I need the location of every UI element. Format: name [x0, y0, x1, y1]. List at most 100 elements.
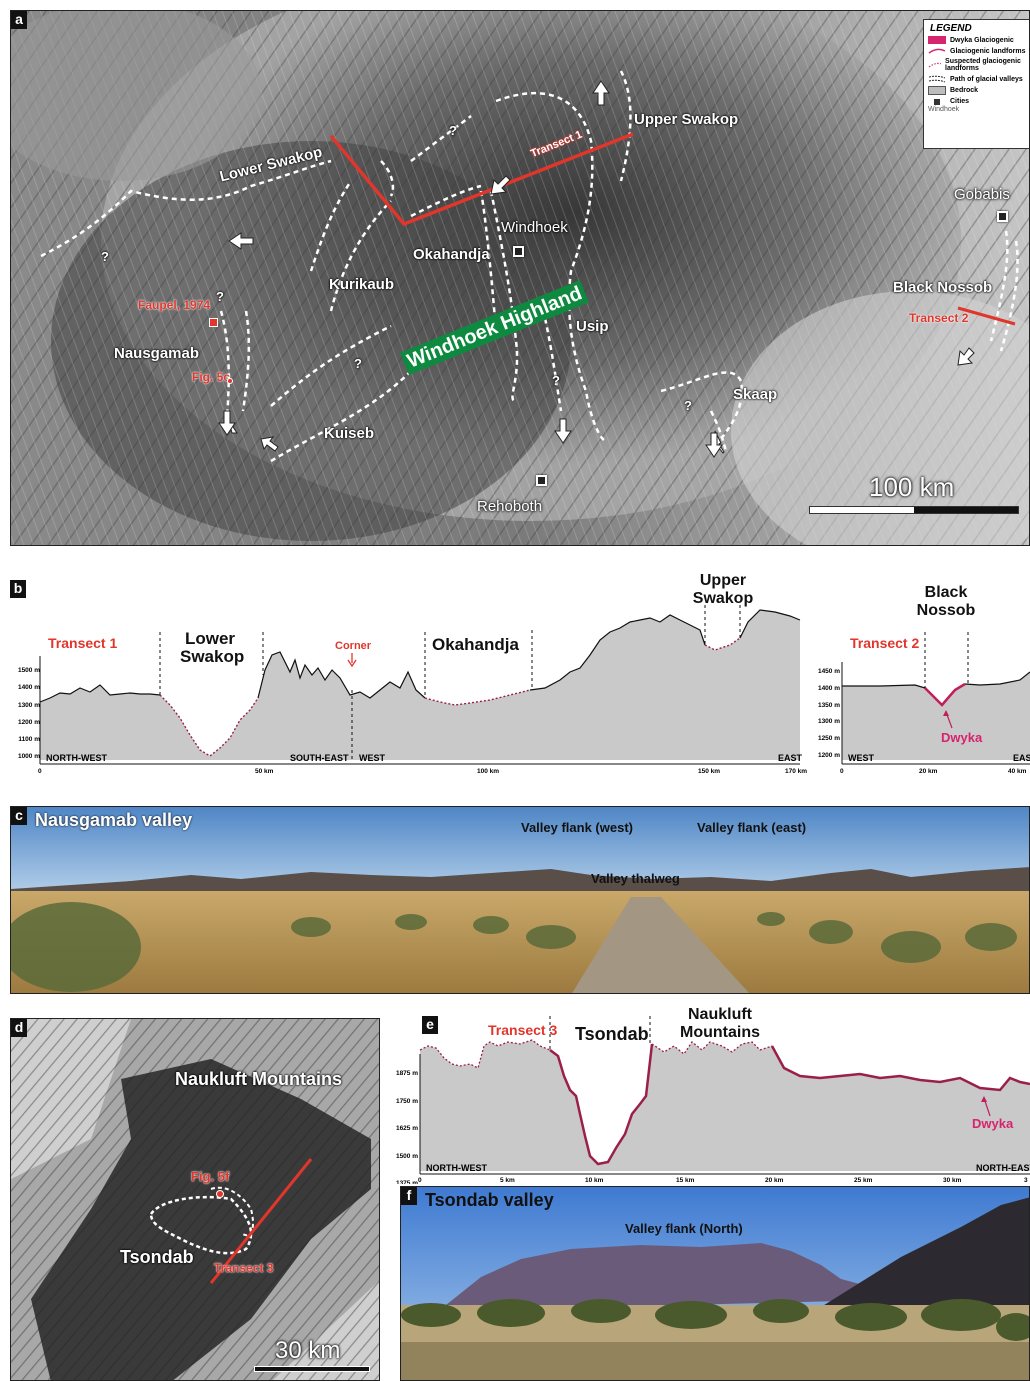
- t3-x-tick: 0: [418, 1177, 422, 1184]
- dwyka-swatch: [928, 36, 946, 44]
- transect-3-profile-dotted: [419, 1039, 773, 1069]
- corner-arrow-icon: [347, 653, 357, 667]
- question-mark: ?: [216, 289, 224, 304]
- label-upper-swakop: Upper Swakop: [634, 111, 739, 128]
- t3-dir-northeast: NORTH-EAST: [976, 1163, 1030, 1173]
- panel-b-profiles: b Transect 1 Lower Swakop Corner Okahand…: [0, 560, 1030, 800]
- legend-item-suspected: Suspected glaciogenic landforms: [928, 58, 1026, 72]
- panel-c-photo: c Nausgamab valley Valley flank (west) V…: [10, 806, 1030, 994]
- t2-dir-west: WEST: [848, 753, 874, 763]
- legend-item-dwyka: Dwyka Glaciogenic: [928, 36, 1026, 44]
- pink-line-symbol: [928, 48, 946, 54]
- label-okahandja: Okahandja: [413, 246, 490, 263]
- segment-naukluft-mountains: Naukluft Mountains: [680, 1006, 760, 1041]
- scale-bar-d: [254, 1366, 370, 1372]
- label-valley-flank-north: Valley flank (North): [625, 1221, 743, 1236]
- t1-x-tick: 50 km: [255, 768, 274, 775]
- transect-3-profile-chart: [419, 1016, 1030, 1175]
- map-a-background: [11, 11, 1029, 545]
- scale-bar-a-label: 100 km: [869, 472, 955, 502]
- legend-item-cities: Cities: [928, 98, 1026, 105]
- t3-dwyka-label: Dwyka: [972, 1116, 1014, 1131]
- label-valley-flank-east: Valley flank (east): [697, 820, 807, 835]
- t1-dir-northwest: NORTH-WEST: [46, 753, 107, 763]
- label-valley-flank-west: Valley flank (west): [521, 820, 633, 835]
- label-fig-5f: Fig. 5f: [191, 1169, 230, 1184]
- panel-f-title: Tsondab valley: [425, 1190, 554, 1210]
- t2-x-tick: 0: [840, 768, 844, 775]
- legend-item-paths: Path of glacial valleys: [928, 75, 1026, 83]
- panel-e-profile: e Transect 3 Tsondab Naukluft Mountains …: [380, 1006, 1030, 1184]
- t3-dir-northwest: NORTH-WEST: [426, 1163, 487, 1173]
- label-faupel-1974: Faupel, 1974: [138, 298, 211, 312]
- profile-chart-transect-1-2: [39, 605, 1030, 765]
- t3-x-tick: 10 km: [585, 1177, 604, 1184]
- label-transect-3: Transect 3: [214, 1261, 274, 1275]
- label-transect-2: Transect 2: [909, 311, 969, 325]
- legend-item-landforms: Glaciogenic landforms: [928, 47, 1026, 55]
- segment-tsondab: Tsondab: [575, 1024, 649, 1044]
- t3-x-tick: 5 km: [500, 1177, 515, 1184]
- t2-x-tick: 20 km: [919, 768, 938, 775]
- transect-3-title: Transect 3: [488, 1022, 558, 1038]
- question-mark: ?: [354, 356, 362, 371]
- transect-1-line: [329, 132, 634, 227]
- legend-box: LEGEND Dwyka Glaciogenic Glaciogenic lan…: [923, 19, 1029, 149]
- label-skaap: Skaap: [733, 386, 778, 403]
- t2-y-ticks: 1450 m 1400 m 1350 m 1300 m 1250 m 1200 …: [817, 668, 840, 759]
- city-gobabis-marker: [997, 211, 1008, 222]
- bedrock-swatch: [928, 86, 946, 95]
- city-symbol: [934, 98, 940, 105]
- t1-y-ticks: 1500 m 1400 m 1300 m 1200 m 1100 m 1000 …: [17, 667, 40, 761]
- transect-1-profile-line: [39, 609, 801, 703]
- label-nausgamab: Nausgamab: [114, 345, 200, 362]
- transect-2-line: [957, 306, 1016, 326]
- city-windhoek-marker: [513, 246, 524, 257]
- transect-1-dwyka-dotted: [159, 637, 741, 757]
- label-black-nossob: Black Nossob: [893, 279, 993, 296]
- panel-a-letter: a: [11, 11, 27, 29]
- city-rehoboth-label: Rehoboth: [477, 498, 543, 515]
- t3-x-tick: 3: [1024, 1177, 1028, 1184]
- label-kurikaub: Kurikaub: [329, 276, 395, 293]
- panel-d-letter: d: [11, 1019, 27, 1037]
- question-mark: ?: [101, 249, 109, 264]
- legend-item-bedrock: Bedrock: [928, 86, 1026, 95]
- t3-x-tick: 15 km: [676, 1177, 695, 1184]
- transect-1-profile-area: [40, 610, 800, 760]
- transect-2-dwyka-line: [924, 682, 966, 707]
- label-kuiseb: Kuiseb: [324, 425, 375, 442]
- t3-y-ticks: 1875 m 1750 m 1625 m 1500 m 1375 m: [395, 1070, 418, 1184]
- pink-dotted-symbol: [928, 62, 942, 68]
- scale-bar-d-label: 30 km: [275, 1337, 341, 1364]
- label-usip: Usip: [576, 318, 609, 335]
- dashed-path-symbol: [928, 75, 946, 83]
- t1-x-tick: 170 km: [785, 768, 808, 775]
- t2-dir-east: EAST: [1013, 753, 1030, 763]
- t2-x-tick: 40 km: [1008, 768, 1027, 775]
- transect-3-profile-area: [420, 1040, 1030, 1171]
- faupel-marker: [209, 318, 218, 327]
- t2-dwyka-label: Dwyka: [941, 730, 983, 745]
- label-fig-5c: Fig. 5c: [192, 370, 231, 384]
- t3-x-tick: 20 km: [765, 1177, 784, 1184]
- t1-x-tick: 150 km: [698, 768, 721, 775]
- t3-x-tick: 25 km: [854, 1177, 873, 1184]
- fig-5c-marker: [227, 378, 233, 384]
- label-naukluft-mountains: Naukluft Mountains: [175, 1069, 342, 1089]
- panel-e-letter: e: [422, 1016, 438, 1034]
- t1-dir-west: WEST: [359, 753, 385, 763]
- transect-2-profile-line: [842, 671, 1030, 689]
- t1-x-tick: 100 km: [477, 768, 500, 775]
- panel-f-photo: f Tsondab valley Valley flank (North): [400, 1186, 1030, 1381]
- transect-3-profile-dwyka: [549, 1043, 1030, 1166]
- segment-lower-swakop: Lower Swakop: [180, 629, 245, 666]
- t1-x-tick: 0: [38, 768, 42, 775]
- label-tsondab: Tsondab: [120, 1247, 194, 1267]
- question-mark: ?: [684, 398, 692, 413]
- city-windhoek-label: Windhoek: [501, 219, 568, 236]
- tsondab-valley-photo: [401, 1187, 1029, 1380]
- question-mark: ?: [552, 373, 560, 388]
- panel-c-title: Nausgamab valley: [35, 810, 193, 830]
- city-rehoboth-marker: [536, 475, 547, 486]
